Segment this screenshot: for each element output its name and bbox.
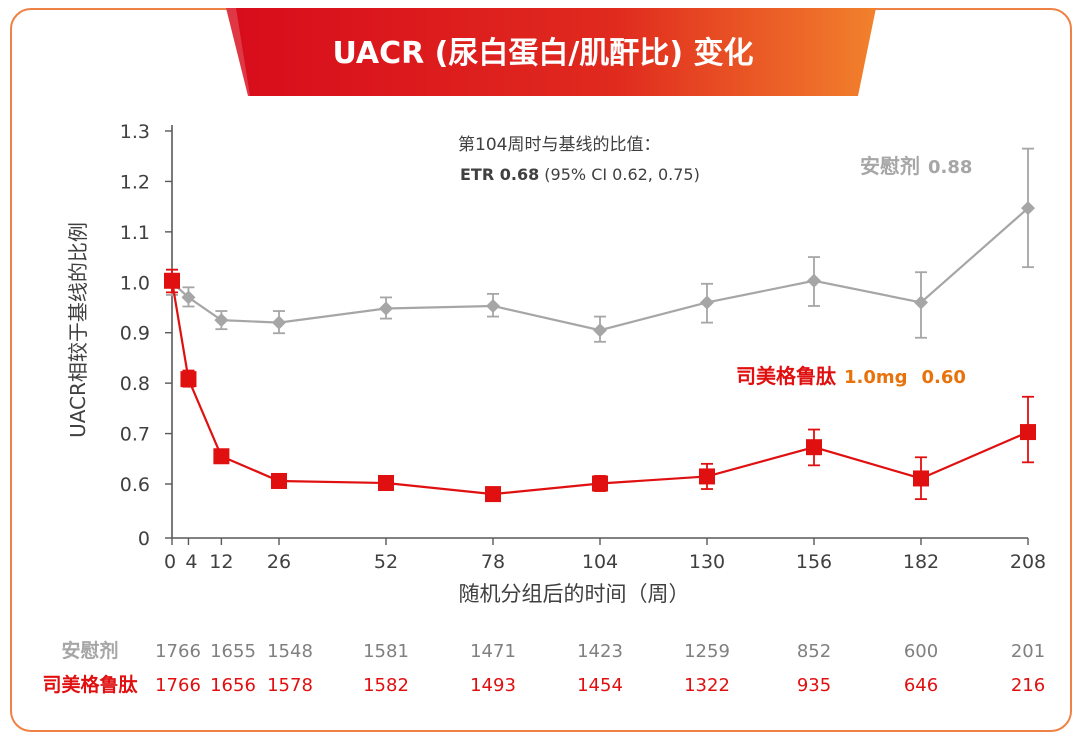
- placebo-end-value: 0.88: [928, 157, 972, 178]
- x-tick-label: 12: [209, 551, 233, 573]
- drug-series-label: 司美格鲁肽 1.0mg 0.60: [736, 364, 966, 388]
- at-risk-cell: 1581: [363, 641, 409, 662]
- at-risk-cell: 201: [1011, 641, 1045, 662]
- drug-point: [1020, 424, 1036, 441]
- x-tick-label: 78: [481, 551, 505, 573]
- y-tick-label: 0.9: [120, 323, 150, 345]
- y-tick-label: 0.7: [120, 424, 150, 446]
- x-tick-label: 208: [1010, 551, 1046, 573]
- drug-point: [913, 470, 929, 487]
- at-risk-cell: 1548: [267, 641, 313, 662]
- y-tick-label: 1.0: [120, 272, 150, 294]
- at-risk-cell: 216: [1011, 675, 1045, 696]
- at-risk-cell: 1423: [577, 641, 623, 662]
- y-tick-label: 1.3: [120, 121, 150, 143]
- series-layer: [164, 147, 1036, 503]
- x-tick-label: 4: [185, 551, 197, 573]
- y-tick-label: 0: [138, 528, 150, 550]
- drug-end-value: 0.60: [922, 367, 966, 388]
- at-risk-cell: 646: [904, 675, 938, 696]
- x-tick-label: 182: [903, 551, 939, 573]
- at-risk-cell: 1582: [363, 675, 409, 696]
- at-risk-cell: 1656: [210, 675, 256, 696]
- placebo-point: [807, 273, 821, 288]
- at-risk-cell: 1655: [210, 641, 256, 662]
- x-tick-label: 130: [689, 551, 725, 573]
- x-tick-label: 52: [374, 551, 398, 573]
- at-risk-cell: 1766: [155, 675, 201, 696]
- placebo-point: [486, 298, 500, 313]
- x-tick-label: 156: [796, 551, 832, 573]
- drug-point: [699, 468, 715, 485]
- at-risk-cell: 1766: [155, 641, 201, 662]
- drug-point: [164, 272, 180, 289]
- at-risk-cell: 1493: [470, 675, 516, 696]
- annotation-etr: ETR 0.68: [460, 165, 539, 184]
- at-risk-cell: 1471: [470, 641, 516, 662]
- at-risk-cell: 1454: [577, 675, 623, 696]
- drug-point: [806, 439, 822, 456]
- drug-point: [485, 486, 501, 503]
- placebo-point: [214, 313, 229, 328]
- outer-frame: [10, 8, 1072, 732]
- annotation-line1: 第104周时与基线的比值：: [458, 135, 660, 155]
- drug-point: [592, 475, 608, 492]
- drug-point: [213, 448, 230, 465]
- y-tick-label: 0.6: [120, 474, 150, 496]
- placebo-name: 安慰剂: [860, 154, 920, 178]
- placebo-point: [593, 323, 607, 338]
- at-risk-cell: 1259: [684, 641, 730, 662]
- placebo-point: [1021, 201, 1035, 216]
- at-risk-cell: 852: [797, 641, 831, 662]
- placebo-point: [181, 290, 196, 305]
- at-risk-cell: 600: [904, 641, 938, 662]
- placebo-line: [171, 207, 1029, 332]
- placebo-point: [914, 295, 928, 310]
- drug-dose: 1.0mg: [844, 367, 908, 388]
- y-axis-label: UACR相较于基线的比例: [66, 222, 90, 438]
- at-risk-cell: 1578: [267, 675, 313, 696]
- x-tick-label: 0: [164, 551, 176, 573]
- drug-point: [180, 371, 197, 388]
- axes: 00.60.70.80.91.01.11.21.30 4 12 26 52 78 104 13…: [120, 121, 1046, 573]
- at-risk-row-label: 司美格鲁肽: [42, 673, 138, 696]
- at-risk-cell: 935: [797, 675, 831, 696]
- title-banner: UACR (尿白蛋白/肌酐比) 变化: [226, 8, 876, 96]
- drug-name: 司美格鲁肽: [736, 364, 837, 388]
- x-tick-label: 26: [267, 551, 291, 573]
- x-axis-label: 随机分组后的时间（周）: [459, 582, 690, 606]
- placebo-point: [272, 315, 286, 330]
- annotation-ci: (95% CI 0.62, 0.75): [539, 165, 700, 184]
- drug-point: [378, 474, 394, 491]
- placebo-point: [700, 295, 714, 310]
- drug-point: [271, 472, 287, 489]
- placebo-series: [165, 147, 1035, 343]
- y-tick-label: 0.8: [120, 373, 150, 395]
- drug-series: [164, 268, 1036, 503]
- at-risk-cell: 1322: [684, 675, 730, 696]
- placebo-series-label: 安慰剂 0.88: [860, 154, 972, 178]
- x-tick-label: 104: [582, 551, 618, 573]
- y-tick-label: 1.1: [120, 222, 150, 244]
- at-risk-table: 安慰剂 1766 1655 1548 1581 1471 1423 1259 852 600 201…: [42, 639, 1045, 696]
- annotation-line2: ETR 0.68 (95% CI 0.62, 0.75): [460, 165, 700, 184]
- at-risk-row-label: 安慰剂: [61, 639, 118, 662]
- y-tick-label: 1.2: [120, 171, 150, 193]
- placebo-point: [379, 301, 393, 316]
- chart-title: UACR (尿白蛋白/肌酐比) 变化: [332, 36, 753, 71]
